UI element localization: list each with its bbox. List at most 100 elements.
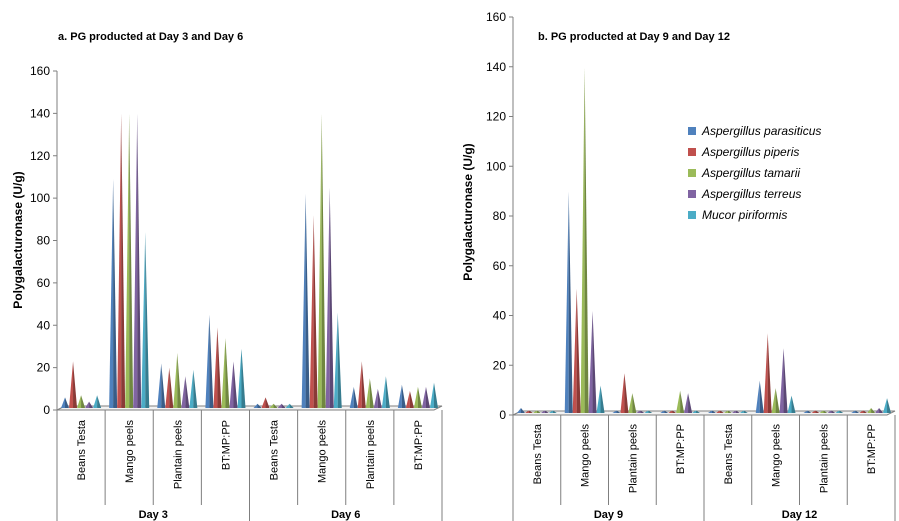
bar-2-0 [157,363,162,408]
bar-4-2 [723,410,728,413]
bar-shadow-7-3 [425,386,430,408]
y-tick-label: 80 [493,209,507,223]
bar-6-2 [365,378,370,408]
chart-a-y-ticks: 0 20 40 60 80 100 120 140 160 [30,64,57,417]
bar-shadow-4-4 [743,410,748,413]
bar-shadow-3-3 [688,393,693,413]
y-tick-label: 60 [493,259,507,273]
chart-b-legend: Aspergillus parasiticus Aspergillus piper… [688,124,821,222]
bar-shadow-2-4 [648,410,653,413]
chart-a: a. PG producted at Day 3 and Day 6 Polyg… [11,31,443,521]
bar-shadow-1-1 [576,288,581,413]
bar-0-2 [532,410,537,413]
x-category-label: BT:MP:PP [220,420,232,470]
bar-shadow-1-3 [592,311,597,413]
bar-shadow-4-3 [281,403,286,408]
chart-a-title: a. PG producted at Day 3 and Day 6 [58,31,243,43]
x-category-label: Plantain peels [818,424,830,494]
x-category-label: BT:MP:PP [675,424,687,474]
bar-shadow-0-4 [97,395,102,408]
bar-2-3 [636,410,641,413]
bar-5-2 [317,113,322,409]
bar-shadow-0-3 [89,401,94,408]
x-category-label: Plantain peels [172,420,184,490]
bar-shadow-2-2 [177,352,182,408]
bar-7-0 [397,384,402,408]
bar-shadow-7-1 [409,391,414,408]
bar-2-2 [628,393,633,413]
bar-4-4 [739,410,744,413]
chart-b-bars [516,67,892,414]
legend-swatch [688,169,696,177]
y-tick-label: 20 [493,358,507,372]
bar-shadow-2-1 [624,373,629,413]
bar-shadow-1-4 [600,385,605,413]
bar-shadow-7-3 [879,408,884,413]
bar-7-2 [413,386,418,408]
x-category-label: Beans Testa [532,423,544,484]
x-category-label: Beans Testa [269,419,281,480]
bar-1-2 [580,67,585,414]
bar-5-1 [309,215,314,408]
bar-4-1 [715,410,720,413]
bar-3-3 [229,361,234,408]
bar-5-3 [779,348,784,413]
legend-swatch [688,148,696,156]
y-tick-label: 160 [486,10,506,24]
legend-label: Aspergillus terreus [701,187,801,201]
bar-1-3 [588,311,593,413]
bar-6-2 [819,410,824,413]
x-group-label: Day 6 [331,509,360,521]
bar-2-4 [189,369,194,408]
bar-shadow-0-4 [552,410,557,413]
bar-shadow-4-0 [257,403,262,408]
legend-label: Aspergillus piperis [701,145,799,159]
bar-4-1 [261,397,266,408]
bar-7-4 [883,398,888,413]
bar-shadow-3-0 [209,314,214,408]
x-category-label: Beans Testa [76,419,88,480]
bar-shadow-3-2 [680,390,685,413]
bar-shadow-0-0 [520,408,525,413]
bar-3-0 [205,314,210,408]
bar-1-4 [596,385,601,413]
bar-shadow-4-1 [719,410,724,413]
bar-0-4 [93,395,98,408]
bar-shadow-0-1 [73,361,78,408]
y-tick-label: 40 [37,318,51,332]
bar-0-4 [548,410,553,413]
bar-3-4 [237,348,242,408]
x-category-label: Mango peels [771,424,783,487]
bar-shadow-6-3 [377,388,382,408]
bar-shadow-2-0 [616,410,621,413]
bar-3-3 [684,393,689,413]
bar-shadow-6-2 [369,378,374,408]
x-category-label: Mango peels [124,420,136,483]
bar-shadow-6-1 [815,410,820,413]
bar-shadow-5-4 [791,395,796,413]
bar-0-2 [77,395,82,408]
y-tick-label: 140 [30,106,50,120]
bar-2-3 [181,376,186,408]
bar-2-0 [612,410,617,413]
legend-label: Aspergillus tamarii [701,166,800,180]
x-category-label: BT:MP:PP [413,420,425,470]
bar-7-3 [875,408,880,413]
bar-shadow-0-1 [528,410,533,413]
chart-a-bars [61,113,438,409]
x-category-label: Mango peels [580,424,592,487]
bar-shadow-1-0 [568,191,573,413]
bar-0-1 [524,410,529,413]
bar-shadow-0-0 [65,397,70,408]
bar-shadow-5-1 [767,333,772,413]
bar-0-3 [540,410,545,413]
bar-7-2 [867,408,872,413]
x-category-label: Beans Testa [723,423,735,484]
bar-shadow-4-4 [289,403,294,408]
bar-2-1 [165,367,170,408]
y-tick-label: 120 [486,110,506,124]
y-tick-label: 0 [43,403,50,417]
bar-3-2 [676,390,681,413]
bar-6-3 [827,410,832,413]
bar-shadow-1-1 [121,113,126,409]
